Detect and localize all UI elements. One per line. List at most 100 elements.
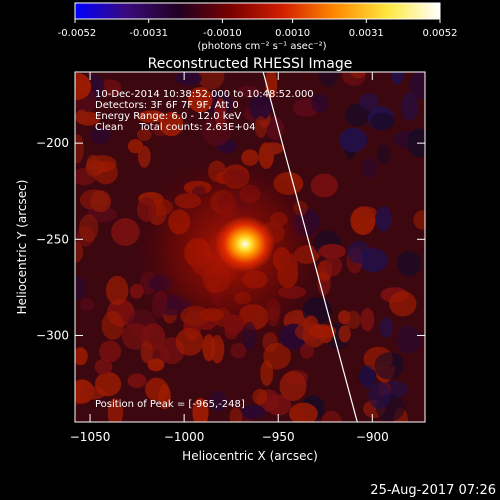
heatmap-cell xyxy=(279,371,307,402)
footer-timestamp: 25-Aug-2017 07:26 xyxy=(370,483,496,498)
y-tick-label: −250 xyxy=(36,232,69,246)
heatmap-cell xyxy=(101,311,125,340)
heatmap-cell xyxy=(254,116,267,138)
heatmap-cell xyxy=(192,398,209,422)
heatmap-cell xyxy=(111,218,140,246)
heatmap-cell xyxy=(127,373,147,389)
colorbar-tick-label: 0.0010 xyxy=(275,28,310,39)
plot-title: Reconstructed RHESSI Image xyxy=(148,56,353,72)
heatmap-cell xyxy=(75,80,88,93)
heatmap-cell xyxy=(355,206,377,219)
colorbar-tick-label: 0.0052 xyxy=(423,28,458,39)
heatmap-cell xyxy=(396,325,422,354)
heatmap-cell xyxy=(311,93,329,113)
heatmap-cell xyxy=(310,173,338,198)
annotation-time-range: 10-Dec-2014 10:38:52.000 to 10:48:52.000 xyxy=(95,89,314,100)
heatmap-cell xyxy=(345,310,361,330)
heatmap-cell xyxy=(380,317,393,338)
x-axis-label: Heliocentric X (arcsec) xyxy=(182,449,318,463)
heatmap-cell xyxy=(79,214,99,242)
heatmap-cell xyxy=(249,94,272,121)
heatmap-cell xyxy=(214,97,227,128)
heatmap-cell xyxy=(187,87,213,113)
heatmap-cell xyxy=(159,112,184,137)
annotation-energy-range: Energy Range: 6.0 - 12.0 keV xyxy=(95,111,241,122)
solar-limb-line xyxy=(262,72,358,422)
heatmap-cell xyxy=(252,388,268,405)
heatmap-cell xyxy=(308,324,337,339)
y-tick-label: −300 xyxy=(36,328,69,342)
heatmap-cell xyxy=(209,390,227,412)
heatmap-cell xyxy=(389,291,417,317)
heatmap-cell xyxy=(397,251,422,277)
heatmap-cell xyxy=(75,347,88,366)
colorbar-tick-label: -0.0052 xyxy=(58,28,97,39)
plot-frame xyxy=(74,71,426,423)
heatmap-cell xyxy=(350,72,366,79)
heatmap-cell xyxy=(401,91,419,121)
heatmap-cell xyxy=(391,72,404,85)
heatmap-cell xyxy=(375,206,392,232)
heatmap-cell xyxy=(266,394,292,416)
heatmap-cell xyxy=(90,126,111,144)
heatmap-cell xyxy=(136,128,152,141)
heatmap-cell xyxy=(407,128,425,158)
heatmap-cell xyxy=(147,358,165,372)
y-axis: −200 −250 −300 xyxy=(36,136,425,342)
heatmap-cell xyxy=(85,154,101,178)
heatmap-cell xyxy=(376,143,391,165)
heatmap-cell xyxy=(75,241,84,263)
heatmap-image xyxy=(75,72,425,422)
heatmap-cell xyxy=(137,145,151,168)
colorbar: -0.0052 -0.0031 -0.0010 0.0010 0.0031 0.0052 … xyxy=(58,2,458,52)
heatmap-cell xyxy=(107,398,124,422)
heatmap-cell xyxy=(75,134,84,164)
heatmap-cell xyxy=(90,190,112,213)
heatmap-cell xyxy=(361,158,377,178)
colorbar-ticks: -0.0052 -0.0031 -0.0010 0.0010 0.0031 0.0052 xyxy=(58,19,458,39)
heatmap-cell xyxy=(360,308,375,332)
heatmap-cell xyxy=(237,85,260,98)
x-tick-label: −1000 xyxy=(164,430,205,444)
heatmap-cell xyxy=(413,210,425,230)
heatmap-cell xyxy=(175,72,202,86)
heatmap-cell xyxy=(106,275,129,306)
y-axis-label: Heliocentric Y (arcsec) xyxy=(15,180,29,315)
heatmap-cell xyxy=(230,342,247,359)
heatmap-cell xyxy=(241,404,266,419)
heatmap-cell xyxy=(229,407,243,422)
heatmap-cell xyxy=(140,340,154,364)
colorbar-gradient xyxy=(74,2,441,20)
heatmap-cell xyxy=(318,243,346,259)
heatmap-cell xyxy=(321,410,342,422)
heatmap-cell xyxy=(370,112,395,130)
colorbar-tick-label: 0.0031 xyxy=(349,28,384,39)
heatmap-cell xyxy=(359,365,376,389)
annotation-detectors: Detectors: 3F 6F 7F 9F, Att 0 xyxy=(95,100,239,111)
heatmap-cell xyxy=(359,92,379,111)
heatmap-cell xyxy=(129,283,144,299)
heatmap-cell xyxy=(99,340,122,363)
annotation-counts: Clean Total counts: 2.63E+04 xyxy=(95,122,255,133)
x-tick-label: −1050 xyxy=(70,430,111,444)
heatmap-cell xyxy=(263,142,284,155)
heatmap-cell xyxy=(158,383,171,410)
heatmap-cell xyxy=(94,358,113,375)
colorbar-units-label: (photons cm⁻² s⁻¹ asec⁻²) xyxy=(197,41,326,52)
heatmap-cell xyxy=(198,72,225,90)
peak-position-label: Position of Peak = [-965,-248] xyxy=(95,399,245,410)
heatmap-cell xyxy=(300,343,314,359)
heatmap-cell xyxy=(338,325,351,343)
colorbar-tick-label: -0.0031 xyxy=(129,28,168,39)
y-tick-label: −200 xyxy=(36,136,69,150)
heatmap-cell xyxy=(98,79,122,97)
heatmap-cell xyxy=(409,72,425,100)
heatmap-cell xyxy=(318,72,339,87)
heatmap-cell xyxy=(95,371,122,397)
x-tick-label: −900 xyxy=(356,430,389,444)
heatmap-cell xyxy=(137,110,166,123)
heatmap-cell xyxy=(80,298,94,311)
flare-source xyxy=(215,216,275,272)
heatmap-cell xyxy=(289,402,318,422)
